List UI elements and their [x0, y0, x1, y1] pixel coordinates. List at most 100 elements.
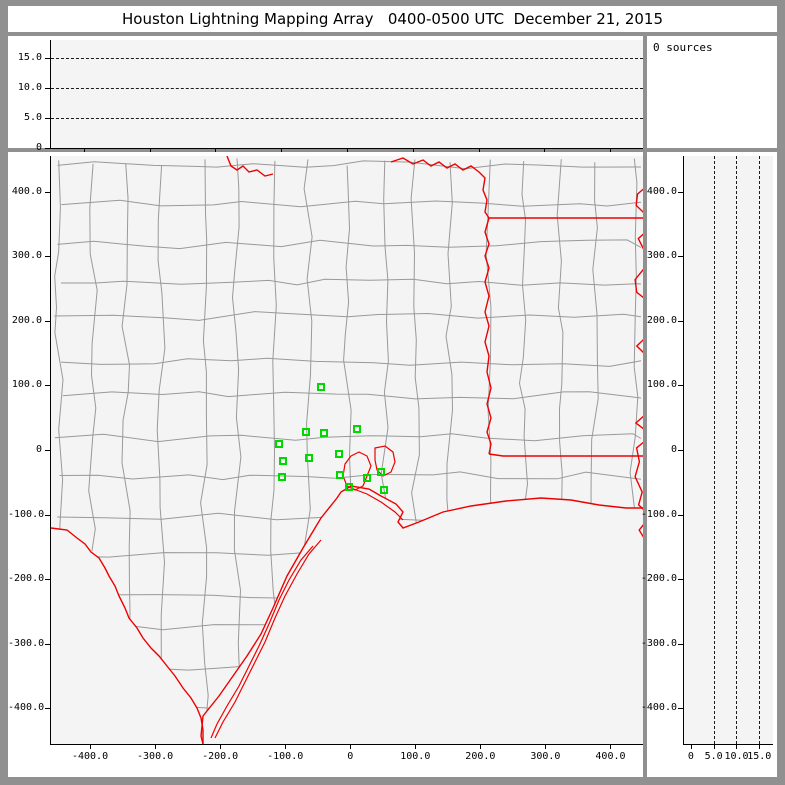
altitude-gridline: [51, 118, 643, 119]
altitude-x-axis: [50, 148, 643, 149]
histogram-y-tick: [678, 708, 684, 710]
map-x-axis: [50, 744, 643, 745]
altitude-north-south-plot: [684, 156, 773, 744]
map-y-tick: [45, 514, 51, 516]
altitude-x-tick: [215, 148, 217, 153]
lma-station-marker: [305, 454, 314, 463]
altitude-x-tick: [478, 148, 480, 153]
map-x-ticklabel: -100.0: [267, 751, 304, 762]
altitude-gridline: [51, 58, 643, 59]
map-y-ticklabel: -300.0: [8, 637, 45, 649]
altitude-x-tick: [610, 148, 612, 153]
map-x-ticklabel: 400.0: [595, 751, 626, 762]
lma-station-marker: [320, 428, 329, 437]
histogram-y-tick: [678, 191, 684, 193]
map-y-tick: [45, 320, 51, 322]
histogram-y-ticklabel: -200.0: [640, 573, 677, 585]
title-bar: Houston Lightning Mapping Array 0400-050…: [8, 6, 777, 32]
histogram-x-tick: [759, 744, 761, 749]
map-x-tick: [610, 744, 612, 749]
lma-station-marker: [274, 439, 283, 448]
altitude-north-south-panel: -400.0 -300.0 -200.0 -100.0 0 100.0 200.0 300.0…: [641, 152, 777, 777]
plan-view-map-plot: [51, 156, 643, 744]
lma-station-marker: [362, 473, 371, 482]
histogram-x-tick: [713, 744, 715, 749]
histogram-y-tick: [678, 514, 684, 516]
histogram-y-ticklabel: -400.0: [640, 702, 677, 714]
histogram-y-ticklabel: -100.0: [640, 508, 677, 520]
altitude-y-tick: [45, 58, 51, 59]
lma-station-marker: [336, 470, 345, 479]
histogram-x-ticklabel: 15.0: [747, 751, 772, 762]
map-y-tick: [45, 579, 51, 581]
map-y-ticklabel: 200.0: [11, 314, 42, 326]
histogram-x-axis: [683, 744, 773, 745]
map-x-ticklabel: 300.0: [530, 751, 561, 762]
lma-station-marker: [352, 424, 361, 433]
histogram-gridline: [736, 156, 738, 744]
map-y-tick: [45, 450, 51, 451]
histogram-gridline: [713, 156, 715, 744]
lma-station-marker: [316, 383, 325, 392]
page-title: Houston Lightning Mapping Array 0400-050…: [121, 10, 663, 28]
map-x-tick: [220, 744, 222, 749]
map-x-tick: [90, 744, 92, 749]
histogram-y-tick: [678, 320, 684, 322]
histogram-y-ticklabel: -300.0: [640, 637, 677, 649]
state-borders: [51, 156, 643, 744]
altitude-east-west-plot: [51, 40, 643, 148]
altitude-east-west-panel: 05.010.015.0-400.0-300.0-200.0-100.00100…: [8, 36, 643, 166]
lma-station-marker: [302, 427, 310, 436]
map-x-ticklabel: 200.0: [465, 751, 496, 762]
map-x-ticklabel: -400.0: [71, 751, 109, 762]
source-count-label: 0 sources: [653, 41, 713, 54]
altitude-y-ticklabel: 0: [35, 142, 42, 153]
histogram-y-tick: [678, 385, 684, 387]
altitude-y-tick: [45, 118, 51, 119]
histogram-y-tick: [678, 579, 684, 581]
map-y-ticklabel: 100.0: [11, 379, 42, 391]
map-y-ticklabel: -100.0: [8, 508, 45, 520]
altitude-x-tick: [281, 148, 283, 153]
histogram-gridline: [759, 156, 761, 744]
map-geography: [51, 156, 643, 744]
map-y-ticklabel: -400.0: [8, 702, 45, 714]
histogram-y-ticklabel: 0: [670, 444, 677, 455]
altitude-y-ticklabel: 10.0: [17, 82, 42, 93]
histogram-y-tick: [678, 643, 684, 645]
histogram-x-ticklabel: 0: [687, 751, 694, 762]
histogram-x-ticklabel: 10.0: [724, 751, 749, 762]
histogram-y-ticklabel: 400.0: [646, 185, 677, 197]
lma-station-marker: [334, 449, 343, 458]
map-x-tick: [350, 744, 352, 749]
map-x-tick: [155, 744, 157, 749]
map-x-tick: [285, 744, 287, 749]
lma-station-marker: [277, 473, 286, 482]
altitude-x-tick: [412, 148, 414, 153]
lma-station-marker: [380, 486, 389, 495]
map-y-ticklabel: -200.0: [8, 573, 45, 585]
histogram-y-tick: [678, 450, 684, 451]
histogram-y-ticklabel: 300.0: [646, 250, 677, 262]
plan-view-map-panel: -400.0 -300.0 -200.0 -100.0 0 100.0 200.0 300.0…: [8, 152, 643, 777]
altitude-y-ticklabel: 5.0: [23, 112, 42, 123]
altitude-y-axis: [50, 40, 51, 148]
altitude-x-tick: [544, 148, 546, 153]
altitude-y-tick: [45, 88, 51, 89]
map-y-tick: [45, 256, 51, 258]
lma-station-marker: [344, 482, 353, 491]
histogram-x-ticklabel: 5.0: [704, 751, 723, 762]
map-y-tick: [45, 191, 51, 193]
lma-station-marker: [278, 456, 287, 465]
altitude-x-tick: [83, 148, 85, 153]
map-x-tick: [480, 744, 482, 749]
lma-station-marker: [377, 467, 386, 476]
map-x-ticklabel: 100.0: [400, 751, 431, 762]
map-x-ticklabel: -200.0: [202, 751, 239, 762]
mexico-region: [51, 528, 203, 744]
histogram-y-ticklabel: 100.0: [646, 379, 677, 391]
map-y-ticklabel: 400.0: [11, 185, 42, 197]
altitude-gridline: [51, 88, 643, 89]
source-count-panel: 0 sources: [647, 36, 777, 148]
